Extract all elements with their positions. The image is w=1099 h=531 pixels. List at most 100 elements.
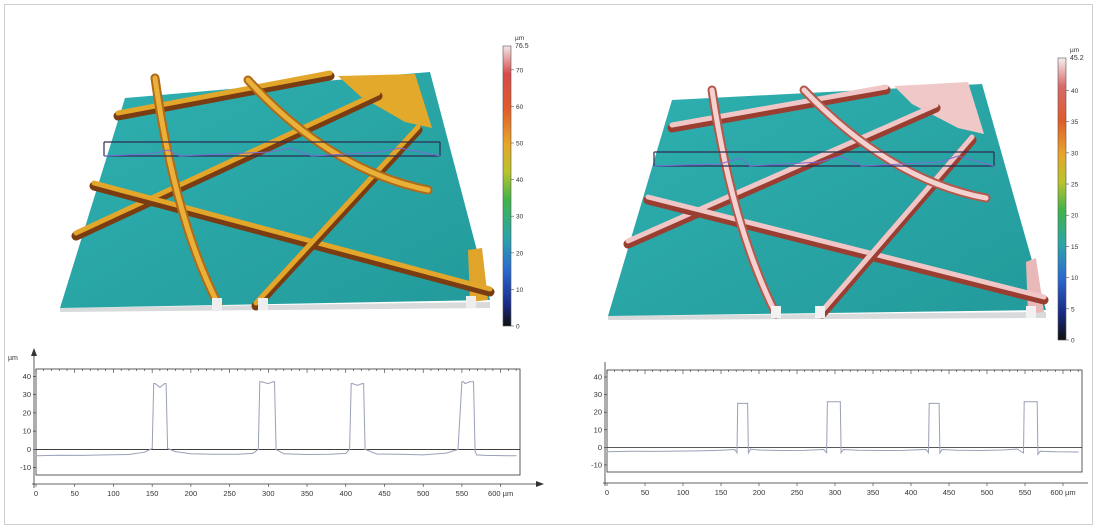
profile-point xyxy=(350,383,352,385)
profile-point xyxy=(473,381,474,383)
profile-point xyxy=(58,454,60,456)
x-tick-label: 150 xyxy=(715,488,728,497)
profile-point xyxy=(469,381,471,383)
profile-point xyxy=(457,448,459,450)
wall-base-marker-right-1 xyxy=(771,306,781,318)
substrate-front-edge-left xyxy=(60,302,490,312)
profile-point xyxy=(422,454,424,456)
colorbar-tick-label: 30 xyxy=(516,214,524,221)
colorbar-gradient xyxy=(502,45,512,327)
profile-point xyxy=(928,402,930,404)
colorbar-tick-label: 25 xyxy=(1071,182,1079,189)
profile-point xyxy=(857,449,859,451)
x-tick-label: 450 xyxy=(378,489,391,498)
wall-base-marker-left-2 xyxy=(258,298,268,310)
profile-point xyxy=(274,381,275,383)
profile-point xyxy=(260,381,262,383)
profile-point xyxy=(956,449,958,451)
profile-point xyxy=(697,450,699,452)
x-tick-label: 200 xyxy=(185,489,198,498)
colorbar-tick-label: 10 xyxy=(516,287,524,294)
profile-point xyxy=(674,450,676,452)
profile-point xyxy=(190,453,192,455)
colorbar-tick-label: 60 xyxy=(516,104,524,111)
profile-point xyxy=(500,455,502,457)
profile-point xyxy=(259,381,261,383)
x-tick-label: 100 xyxy=(107,489,120,498)
profile-point xyxy=(283,453,285,455)
x-tick-label: 300 xyxy=(829,488,842,497)
x-tick-label: 500 xyxy=(417,489,430,498)
x-tick-label: 600 µm xyxy=(488,489,513,498)
y-axis-arrow xyxy=(31,348,37,356)
profile-chart-left: µm0 50 100 150 200 250 300 350 400 450 500 550 600 µ… xyxy=(8,348,544,498)
x-tick-label: 50 xyxy=(641,488,649,497)
profile-point xyxy=(128,454,130,455)
colorbar-tick-label: 40 xyxy=(516,177,524,184)
profile-point xyxy=(154,383,156,385)
profile-point xyxy=(476,454,478,456)
x-axis-arrow xyxy=(536,481,544,487)
x-tick-label: 350 xyxy=(301,489,314,498)
colorbar-max-label: 45.2 xyxy=(1070,55,1084,62)
x-tick-label: 250 xyxy=(223,489,236,498)
colorbar-unit-label: µm xyxy=(515,35,524,42)
profile-point xyxy=(329,453,331,455)
profile-point xyxy=(747,402,749,404)
surface-3d-left xyxy=(60,70,495,312)
profile-series-line xyxy=(606,401,1079,456)
y-tick-label: 40 xyxy=(594,373,602,382)
profile-point xyxy=(758,449,760,451)
profile-point xyxy=(399,453,401,455)
profile-point xyxy=(1054,451,1056,453)
corner-plateau-left xyxy=(338,74,432,128)
colorbar-tick-label: 35 xyxy=(1071,119,1079,126)
plot-area xyxy=(35,368,521,476)
profile-point xyxy=(1036,401,1038,403)
profile-point xyxy=(925,449,927,450)
colorbar-unit-label: µm xyxy=(1070,47,1079,54)
profile-point xyxy=(652,450,654,452)
plot-area xyxy=(606,369,1083,473)
x-tick-label: 150 xyxy=(146,489,159,498)
x-tick-label: 400 xyxy=(905,488,918,497)
profile-point xyxy=(750,448,752,450)
profile-chart-right: 0 50 100 150 200 250 300 350 400 450 500 550 600 µm4… xyxy=(591,362,1088,497)
profile-point xyxy=(35,455,37,457)
colorbar-tick-label: 15 xyxy=(1071,244,1079,251)
profile-point xyxy=(736,452,738,454)
x-tick-label: 350 xyxy=(867,488,880,497)
profile-point xyxy=(918,449,920,451)
profile-point xyxy=(938,402,940,404)
profile-point xyxy=(1023,452,1024,454)
profile-point xyxy=(880,450,882,451)
profile-point xyxy=(463,381,464,383)
profile-point xyxy=(461,381,463,383)
profile-point xyxy=(734,449,736,450)
colorbar-tick-label: 0 xyxy=(516,324,520,331)
colorbar-tick-label: 20 xyxy=(516,250,524,257)
y-tick-label: 20 xyxy=(23,408,31,417)
profile-point xyxy=(361,383,363,385)
microwalls-left xyxy=(71,70,495,311)
profile-point xyxy=(823,449,825,450)
profile-point xyxy=(82,454,83,456)
profile-point xyxy=(153,383,155,385)
x-tick-label: 100 xyxy=(677,488,690,497)
profile-point xyxy=(826,452,828,454)
y-tick-label: 30 xyxy=(594,390,602,399)
x-tick-label: 0 xyxy=(605,488,609,497)
profile-point xyxy=(737,402,739,404)
profile-point xyxy=(275,448,277,450)
colorbar-tick-label: 10 xyxy=(1071,275,1079,282)
profile-point xyxy=(1039,450,1041,452)
x-tick-label: 600 µm xyxy=(1050,488,1075,497)
profile-point xyxy=(252,452,254,454)
profile-point xyxy=(159,386,161,388)
profile-point xyxy=(267,383,269,385)
profile-point xyxy=(939,452,941,454)
profile-point xyxy=(902,449,904,451)
surface-3d-right xyxy=(608,82,1049,320)
